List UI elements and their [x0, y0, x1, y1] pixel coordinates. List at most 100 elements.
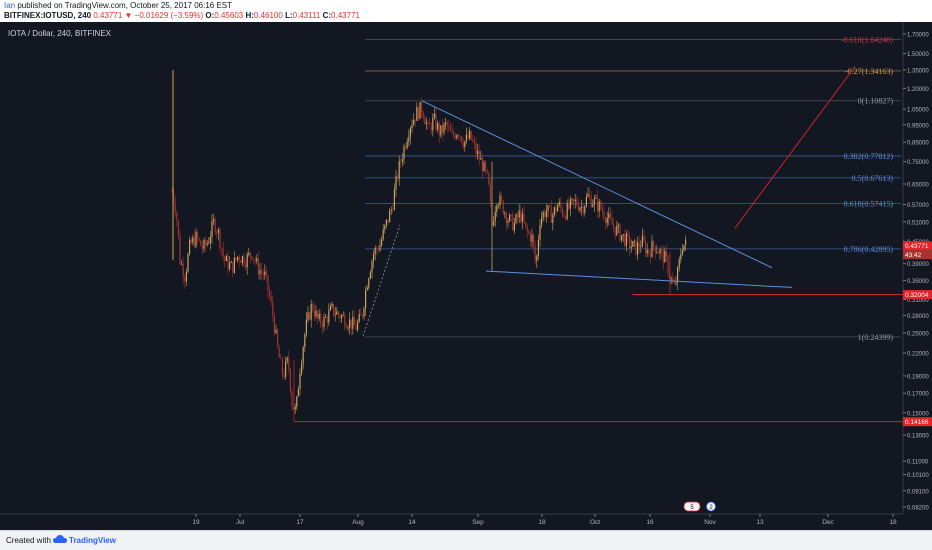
- candle-body: [331, 303, 333, 307]
- candle-body: [525, 222, 527, 227]
- tradingview-brand-link[interactable]: TradingView: [69, 536, 116, 545]
- candle-body: [224, 256, 226, 262]
- candle-body: [648, 249, 650, 254]
- candle-body: [179, 235, 181, 264]
- candle-body: [635, 240, 637, 255]
- candle-body: [400, 160, 402, 162]
- candle-body: [633, 240, 635, 242]
- candle-body: [493, 221, 495, 226]
- candle-body: [376, 247, 378, 250]
- candle-body: [369, 272, 371, 279]
- candle-body: [577, 204, 579, 211]
- candle-body: [414, 119, 416, 121]
- candle-body: [472, 139, 474, 142]
- candle-body: [681, 250, 683, 255]
- candle-body: [419, 102, 421, 119]
- x-tick-label: 19: [192, 519, 200, 526]
- candle-body: [486, 169, 488, 173]
- candle-body: [469, 130, 471, 139]
- candle-body: [541, 217, 543, 226]
- candle-body: [563, 214, 565, 217]
- candle-body: [377, 249, 379, 251]
- candle-body: [459, 135, 461, 137]
- candle-body: [467, 134, 469, 139]
- chart-title: IOTA / Dollar, 240, BITFINEX: [8, 29, 112, 38]
- candle-body: [211, 220, 213, 237]
- fib-level-label: 0.618(0.57415): [844, 199, 894, 208]
- candle-body: [221, 248, 223, 249]
- candle-body: [397, 176, 399, 179]
- high-value: 0.46100: [253, 11, 283, 20]
- candle-body: [430, 124, 432, 131]
- candle-body: [601, 209, 603, 212]
- candle-body: [336, 311, 338, 315]
- y-tick-label: 1.70000: [907, 33, 929, 39]
- candle-body: [363, 308, 365, 317]
- candle-body: [265, 271, 267, 275]
- candle-body: [195, 232, 197, 247]
- candle-body: [571, 199, 573, 200]
- x-tick-label: Oct: [590, 519, 600, 526]
- candle-body: [246, 254, 248, 268]
- footer: Created with TradingView: [0, 530, 932, 550]
- author-link[interactable]: Ian: [4, 1, 16, 10]
- candle-body: [323, 317, 325, 328]
- candle-body: [216, 232, 218, 234]
- price-tag: [903, 241, 932, 251]
- candle-body: [329, 306, 331, 311]
- candle-body: [182, 263, 184, 278]
- chart-area[interactable]: -0.618(1.64240) -0.27(1.34163) 0(1.10827) 0…: [0, 22, 932, 530]
- y-tick-label: 0.25000: [907, 332, 929, 338]
- y-tick-label: 0.17000: [907, 392, 929, 398]
- candle-body: [384, 225, 386, 230]
- candle-body: [269, 290, 271, 297]
- candle-body: [333, 303, 335, 316]
- open-label: O:: [205, 11, 215, 20]
- candle-body: [641, 235, 643, 247]
- candle-body: [550, 206, 552, 223]
- candle-body: [189, 239, 191, 254]
- candle-body: [664, 250, 666, 263]
- candle-body: [429, 122, 431, 125]
- candle-body: [587, 194, 589, 197]
- x-tick-label: 14: [408, 519, 416, 526]
- candle-body: [385, 219, 387, 226]
- candle-body: [574, 199, 576, 202]
- candle-body: [421, 102, 423, 113]
- y-tick-label: 0.19000: [907, 374, 929, 380]
- fib-anchor-dashed-line: [362, 224, 401, 337]
- candle-body: [238, 256, 240, 261]
- y-tick-label: 1.20000: [907, 87, 929, 93]
- candle-body: [603, 211, 605, 219]
- candle-body: [443, 123, 445, 133]
- candle-body: [593, 198, 595, 205]
- candle-body: [371, 261, 373, 273]
- candle-body: [595, 197, 597, 199]
- candle-body: [573, 199, 575, 202]
- candle-body: [310, 303, 312, 320]
- candle-body: [515, 214, 517, 223]
- candle-body: [529, 233, 531, 242]
- candle-body: [592, 204, 594, 207]
- candle-body: [609, 213, 611, 218]
- candle-body: [205, 240, 207, 245]
- candle-body: [496, 205, 498, 212]
- candle-body: [545, 210, 547, 217]
- candle-body: [549, 205, 551, 207]
- candle-body: [509, 214, 511, 222]
- candle-body: [632, 241, 634, 247]
- candles-layer: [171, 69, 687, 422]
- candle-body: [286, 357, 288, 362]
- candle-body: [616, 225, 618, 236]
- candle-body: [173, 191, 175, 203]
- candle-body: [349, 319, 351, 328]
- candle-body: [478, 150, 480, 160]
- fib-level-label: 1(0.24399): [858, 333, 894, 342]
- candle-body: [565, 216, 567, 219]
- price-chart[interactable]: -0.618(1.64240) -0.27(1.34163) 0(1.10827) 0…: [0, 22, 932, 530]
- price-tag: [903, 290, 932, 300]
- candle-body: [640, 246, 642, 248]
- candle-body: [464, 141, 466, 147]
- candle-body: [497, 204, 499, 206]
- x-tick-label: Aug: [352, 519, 364, 526]
